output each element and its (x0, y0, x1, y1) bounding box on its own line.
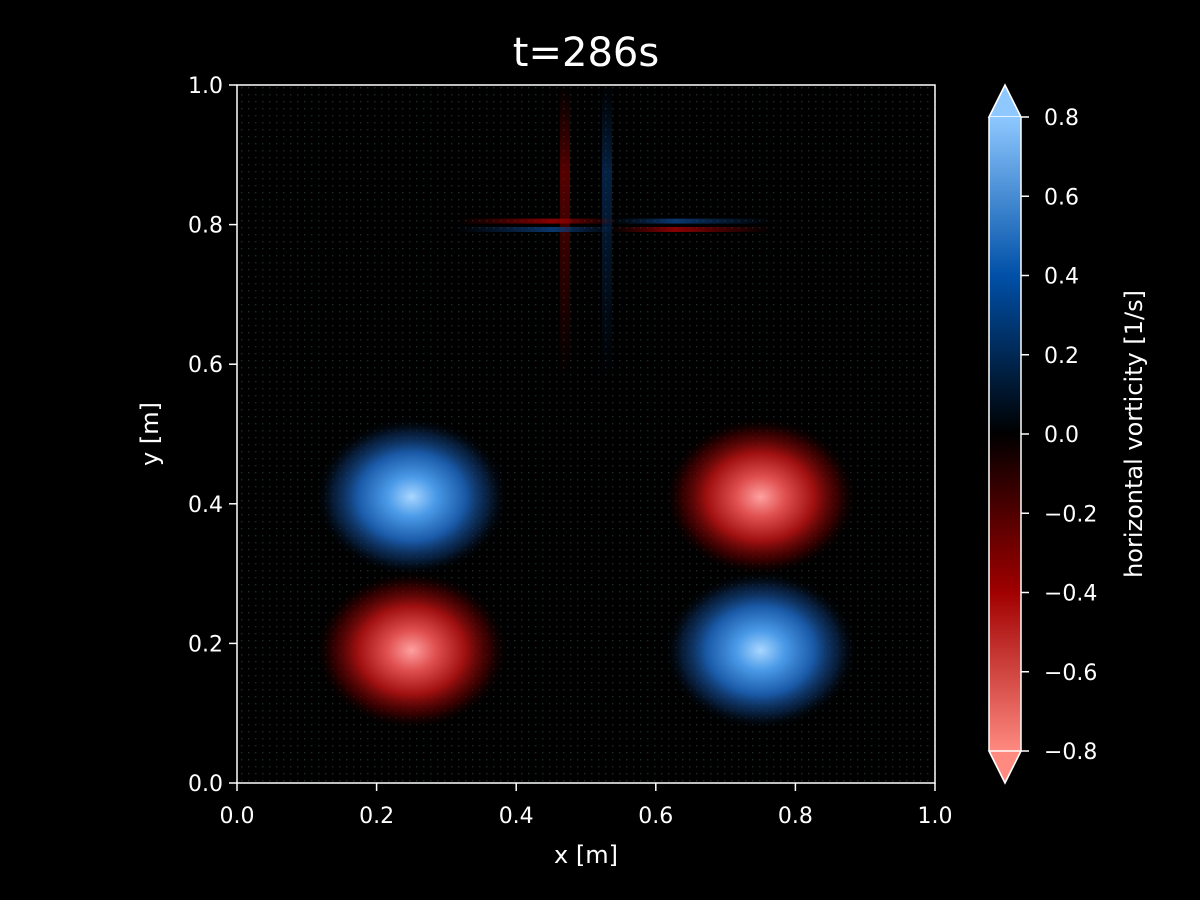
y-tick-label: 0.0 (188, 772, 223, 797)
vortex-layer (313, 416, 859, 731)
colorbar-tick-label: 0.6 (1044, 185, 1079, 210)
colorbar-tick-label: −0.8 (1044, 740, 1097, 765)
shear-strip-horizontal (456, 218, 618, 224)
x-tick-label: 0.0 (220, 804, 255, 829)
colorbar-tick-label: −0.2 (1044, 502, 1097, 527)
colorbar-tick-label: 0.8 (1044, 106, 1079, 131)
shear-strip-horizontal (610, 226, 771, 232)
positive-vortex (662, 570, 859, 731)
chart-title: t=286s (513, 30, 659, 76)
y-axis-ticks: 0.0 0.2 0.4 0.6 0.8 1.0 (188, 74, 237, 797)
axes-frame (236, 84, 936, 784)
x-tick-label: 0.2 (359, 804, 394, 829)
negative-vortex (662, 416, 859, 578)
negative-vortex (313, 570, 510, 731)
x-axis-ticks: 0.0 0.2 0.4 0.6 0.8 1.0 (220, 783, 953, 829)
y-tick-label: 0.4 (188, 493, 223, 518)
colorbar-ticks: 0.8 0.6 0.4 0.2 0.0 −0.2 −0.4 −0.6 −0.8 (1021, 106, 1097, 765)
y-tick-label: 0.8 (188, 214, 223, 239)
colorbar-extend-bottom (987, 750, 1023, 785)
colorbar: 0.8 0.6 0.4 0.2 0.0 −0.2 −0.4 −0.6 −0.8 horizont… (987, 83, 1148, 785)
y-tick-label: 0.2 (188, 632, 223, 657)
shear-features (456, 85, 771, 379)
colorbar-gradient (989, 117, 1021, 751)
plot-area (237, 85, 935, 783)
y-axis-label: y [m] (136, 402, 164, 466)
colorbar-label: horizontal vorticity [1/s] (1120, 290, 1148, 578)
colorbar-tick-label: 0.2 (1044, 344, 1079, 369)
shear-strip-horizontal (456, 226, 618, 232)
x-tick-label: 0.8 (778, 804, 813, 829)
shear-strip-horizontal (610, 218, 771, 224)
x-axis-label: x [m] (554, 841, 618, 869)
y-tick-label: 0.6 (188, 353, 223, 378)
positive-vortex (313, 416, 510, 578)
x-tick-label: 0.4 (499, 804, 534, 829)
colorbar-extend-top (987, 83, 1023, 118)
colorbar-tick-label: −0.6 (1044, 661, 1097, 686)
colorbar-tick-label: 0.4 (1044, 265, 1079, 290)
x-tick-label: 1.0 (918, 804, 953, 829)
colorbar-tick-label: −0.4 (1044, 582, 1097, 607)
x-tick-label: 0.6 (638, 804, 673, 829)
y-tick-label: 1.0 (188, 74, 223, 99)
colorbar-tick-label: 0.0 (1044, 423, 1079, 448)
